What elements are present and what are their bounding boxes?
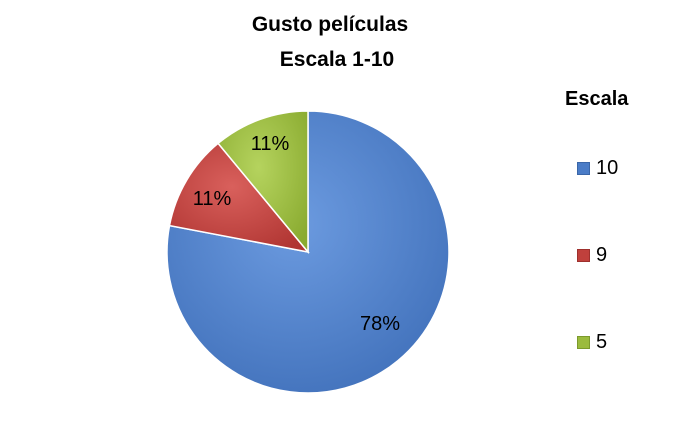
legend-swatch-9 bbox=[577, 248, 590, 262]
legend-label-5: 5 bbox=[596, 330, 608, 353]
chart-subtitle: Escala 1-10 bbox=[279, 48, 395, 71]
pie-slice-5 bbox=[217, 110, 309, 255]
legend-title: Escala bbox=[565, 88, 629, 110]
data-label-9: 11% bbox=[193, 188, 232, 210]
legend-item-10: 10 bbox=[577, 156, 618, 180]
data-label-10: 78% bbox=[360, 313, 400, 335]
pie-slice-9 bbox=[168, 142, 310, 254]
legend-label-9: 9 bbox=[596, 243, 608, 266]
legend-item-5: 5 bbox=[577, 330, 607, 354]
chart-title: Gusto películas bbox=[251, 13, 409, 36]
legend-label-10: 10 bbox=[596, 156, 619, 179]
legend-swatch-10 bbox=[577, 161, 590, 175]
legend-swatch-5 bbox=[577, 335, 590, 349]
data-label-5: 11% bbox=[251, 133, 290, 155]
legend-item-9: 9 bbox=[577, 243, 607, 267]
